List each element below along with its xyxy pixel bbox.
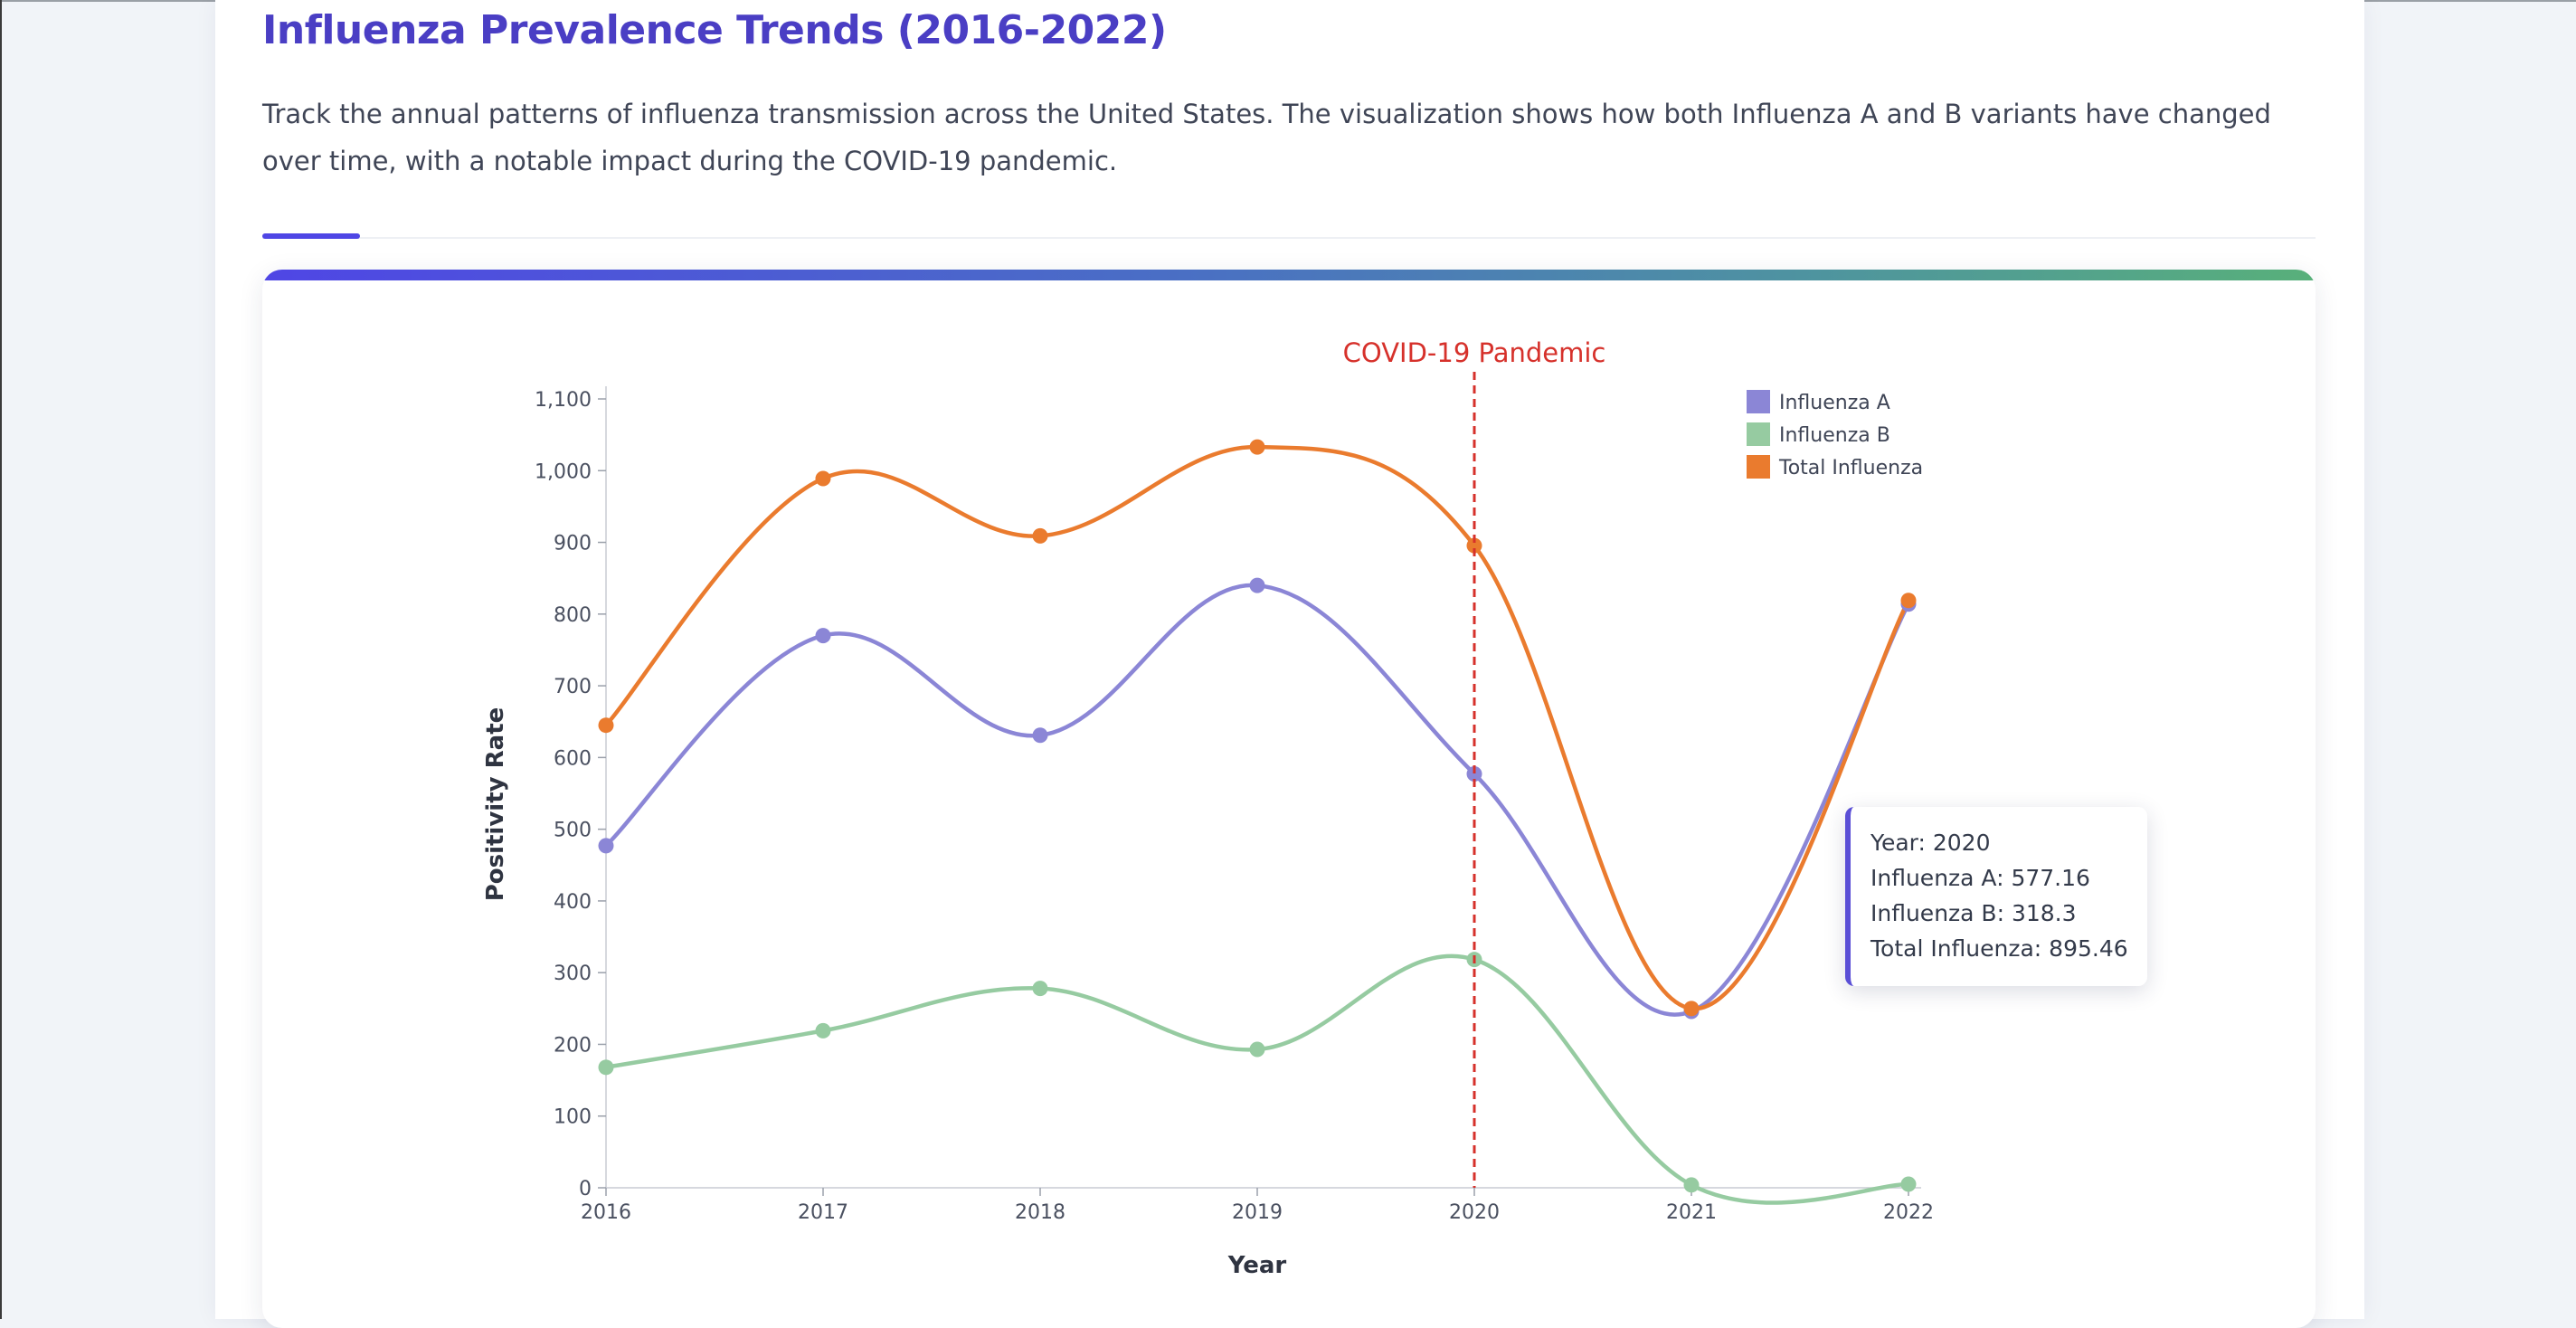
x-tick-label: 2018 [1015, 1201, 1065, 1224]
y-tick-label: 0 [579, 1178, 592, 1200]
chart-card-gradient-bar [262, 270, 2316, 280]
legend-swatch-total-influenza [1747, 455, 1770, 479]
series-line-influenza-a [603, 583, 1911, 1017]
data-point-influenza-b[interactable] [598, 1059, 614, 1076]
y-tick-label: 600 [554, 747, 592, 770]
influenza-line-chart[interactable]: 0 100 200 300 400 500 600 700 800 900 1,000 1,100 20… [262, 270, 2316, 1328]
data-point-influenza-a[interactable] [815, 628, 831, 644]
y-tick-label: 700 [554, 676, 592, 698]
chart-tooltip: Year: 2020 Influenza A: 577.16 Influenza… [1845, 807, 2147, 986]
data-point-influenza-b[interactable] [1249, 1041, 1265, 1058]
y-tick-label: 800 [554, 604, 592, 627]
data-point-total-influenza[interactable] [1032, 527, 1048, 544]
data-point-influenza-b[interactable] [1032, 981, 1048, 997]
legend-label-influenza-b[interactable]: Influenza B [1779, 424, 1890, 447]
data-point-influenza-a[interactable] [1032, 727, 1048, 744]
covid-annotation-label: COVID-19 Pandemic [1343, 337, 1606, 368]
data-point-influenza-b[interactable] [1683, 1177, 1700, 1193]
y-tick-label: 300 [554, 963, 592, 985]
y-tick-label: 1,000 [535, 460, 592, 483]
data-point-total-influenza[interactable] [1249, 439, 1265, 455]
tooltip-influenza-a: Influenza A: 577.16 [1870, 865, 2090, 891]
tooltip-year: Year: 2020 [1870, 830, 1991, 856]
series-line-total-influenza [603, 444, 1911, 1011]
data-point-influenza-b[interactable] [1900, 1176, 1917, 1192]
data-point-influenza-a[interactable] [598, 838, 614, 854]
legend-label-influenza-a[interactable]: Influenza A [1779, 392, 1890, 414]
y-tick-label: 500 [554, 820, 592, 842]
y-tick-label: 100 [554, 1106, 592, 1129]
y-axis-title: Positivity Rate [482, 707, 509, 902]
data-point-total-influenza[interactable] [1466, 537, 1482, 554]
data-point-influenza-a[interactable] [1249, 577, 1265, 593]
tooltip-influenza-b: Influenza B: 318.3 [1870, 900, 2077, 926]
x-tick-label: 2021 [1666, 1201, 1717, 1224]
series-line-influenza-b [603, 953, 1911, 1205]
y-tick-label: 200 [554, 1034, 592, 1057]
data-point-influenza-b[interactable] [815, 1022, 831, 1039]
x-tick-label: 2020 [1449, 1201, 1500, 1224]
x-tick-label: 2022 [1883, 1201, 1934, 1224]
y-tick-label: 1,100 [535, 389, 592, 412]
x-tick-label: 2017 [798, 1201, 848, 1224]
data-point-total-influenza[interactable] [815, 470, 831, 487]
x-tick-label: 2019 [1232, 1201, 1283, 1224]
chart-card: 0 100 200 300 400 500 600 700 800 900 1,000 1,100 20… [262, 270, 2316, 1328]
x-axis-title: Year [1227, 1252, 1287, 1279]
page-title: Influenza Prevalence Trends (2016-2022) [262, 7, 1167, 53]
section-divider-accent [262, 233, 360, 239]
data-point-total-influenza[interactable] [598, 717, 614, 734]
data-point-influenza-a[interactable] [1466, 765, 1482, 782]
x-tick-label: 2016 [581, 1201, 631, 1224]
legend-swatch-influenza-a [1747, 390, 1770, 413]
data-point-total-influenza[interactable] [1683, 1001, 1700, 1017]
page-description: Track the annual patterns of influenza t… [262, 99, 2271, 176]
tooltip-total: Total Influenza: 895.46 [1870, 935, 2128, 962]
legend-swatch-influenza-b [1747, 422, 1770, 446]
y-tick-label: 400 [554, 891, 592, 914]
y-tick-label: 900 [554, 533, 592, 555]
data-point-total-influenza[interactable] [1900, 593, 1917, 609]
section-divider [262, 237, 2316, 239]
window-left-border [0, 0, 2, 1319]
legend-label-total-influenza[interactable]: Total Influenza [1778, 457, 1923, 479]
